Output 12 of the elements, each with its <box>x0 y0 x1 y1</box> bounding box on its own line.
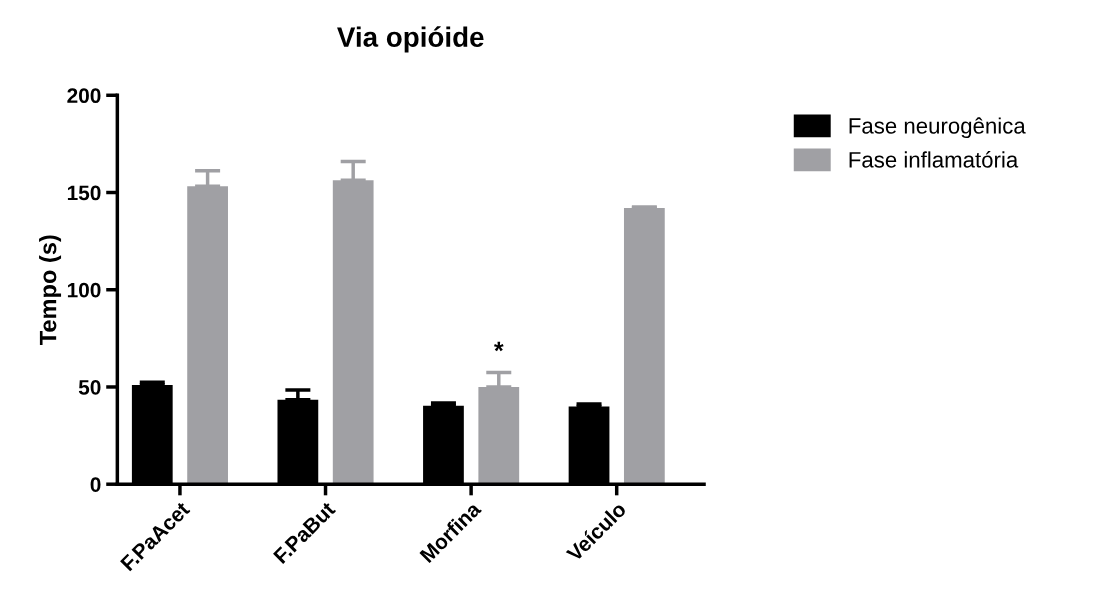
y-tick-label: 50 <box>78 379 101 395</box>
bar <box>478 386 520 485</box>
y-tick-label: 0 <box>90 477 101 492</box>
y-tick-label: 200 <box>67 88 101 104</box>
data-label: * <box>493 341 504 352</box>
chart-title: Via opióide <box>337 26 484 53</box>
bar <box>623 208 665 485</box>
y-tick-label: 100 <box>67 282 101 298</box>
legend-label: Fase inflamatória <box>849 151 1019 168</box>
y-axis-title: Tempo (s) <box>39 235 62 346</box>
legend-label: Fase neurogênica <box>849 117 1026 139</box>
y-tick-label: 150 <box>67 185 101 201</box>
